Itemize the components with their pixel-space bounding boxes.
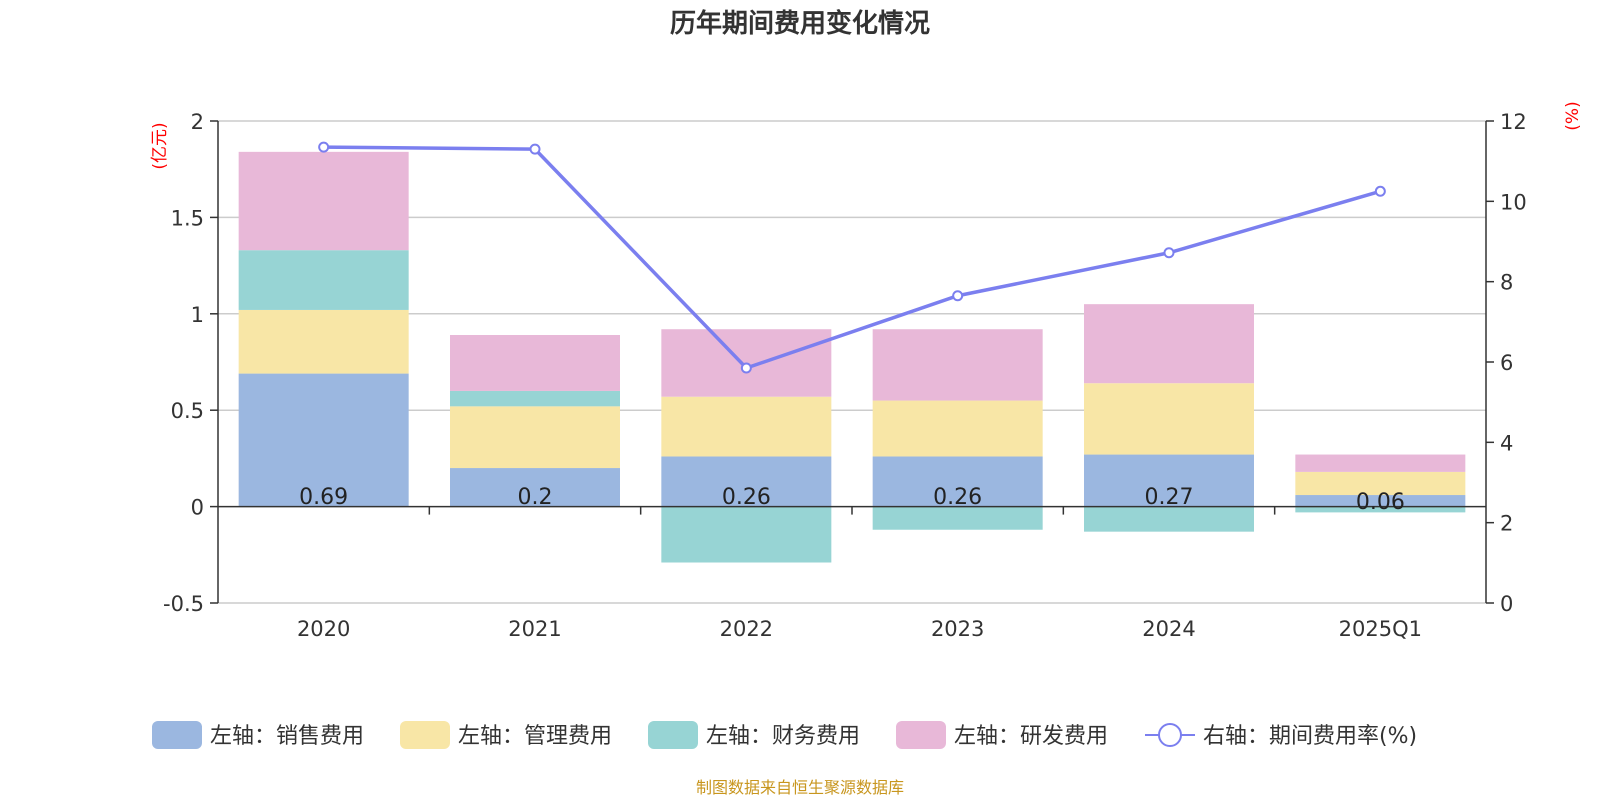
data-label: 0.27 — [1145, 485, 1194, 510]
legend-label: 左轴：研发费用 — [954, 724, 1108, 749]
legend-label: 右轴：期间费用率(%) — [1203, 724, 1417, 749]
bar-segment — [450, 406, 620, 469]
legend-label: 左轴：管理费用 — [458, 724, 612, 749]
data-label: 0.2 — [518, 485, 553, 510]
bar-segment — [1295, 454, 1466, 472]
data-labels: 0.69 0.2 0.26 0.26 0.27 0.06 — [299, 485, 1405, 515]
bar-segment — [872, 400, 1043, 457]
legend-marker — [1158, 723, 1182, 747]
left-tick-label: 2 — [191, 110, 204, 134]
left-tick-label: 0.5 — [171, 399, 204, 423]
rate-point — [1374, 185, 1386, 197]
chart-title: 历年期间费用变化情况 — [670, 8, 930, 39]
rate-point — [740, 362, 752, 374]
bar-segment — [661, 456, 832, 507]
left-axis-unit: (亿元) — [150, 122, 170, 169]
gridlines — [218, 120, 1486, 604]
bar-segment — [1295, 471, 1466, 496]
bar-segment — [450, 468, 620, 507]
rate-point — [529, 143, 541, 155]
legend-label: 左轴：财务费用 — [706, 724, 860, 749]
left-tick-label: -0.5 — [163, 592, 204, 616]
legend-swatch — [400, 721, 450, 749]
right-tick-label: 8 — [1500, 271, 1513, 295]
source-note: 制图数据来自恒生聚源数据库 — [696, 778, 904, 797]
left-tick-label: 0 — [191, 496, 204, 520]
rate-point — [318, 141, 330, 153]
x-tick-label: 2023 — [931, 617, 984, 641]
bar-segment — [450, 335, 620, 391]
left-tick-label: 1 — [191, 303, 204, 327]
bar-segment — [872, 456, 1043, 507]
right-axis-unit: (%) — [1563, 101, 1583, 130]
bar-segment — [238, 309, 409, 374]
legend-swatch — [648, 721, 698, 749]
legend-swatch — [152, 721, 202, 749]
x-tick-label: 2022 — [720, 617, 773, 641]
right-tick-label: 10 — [1500, 190, 1527, 214]
x-tick-label: 2020 — [297, 617, 350, 641]
x-tick-label: 2021 — [508, 617, 561, 641]
legend-label: 左轴：销售费用 — [210, 724, 364, 749]
right-tick-label: 12 — [1500, 110, 1527, 134]
right-tick-label: 0 — [1500, 592, 1513, 616]
x-tick-label: 2024 — [1142, 617, 1195, 641]
left-tick-label: 1.5 — [171, 206, 204, 230]
x-tick-label: 2025Q1 — [1339, 617, 1422, 641]
rate-point — [952, 290, 964, 302]
data-label: 0.69 — [299, 485, 348, 510]
bar-series — [238, 151, 1466, 563]
bar-segment — [238, 373, 409, 507]
right-tick-label: 6 — [1500, 351, 1513, 375]
right-tick-label: 2 — [1500, 512, 1513, 536]
bar-segment — [238, 151, 409, 251]
bar-segment — [450, 390, 620, 407]
bar-segment — [1084, 454, 1254, 507]
data-label: 0.06 — [1356, 490, 1405, 515]
data-label: 0.26 — [722, 485, 771, 510]
bar-segment — [238, 250, 409, 310]
bar-segment — [872, 506, 1043, 530]
bar-segment — [1295, 495, 1466, 507]
legend-swatch — [896, 721, 946, 749]
bar-segment — [661, 396, 832, 457]
line-series — [318, 141, 1386, 374]
bar-segment — [872, 329, 1043, 401]
legend: 左轴：销售费用 左轴：管理费用 左轴：财务费用 左轴：研发费用 右轴：期间费用率(%) — [152, 721, 1417, 749]
right-tick-label: 4 — [1500, 431, 1513, 455]
bar-segment — [1084, 304, 1254, 384]
bar-segment — [1295, 506, 1466, 513]
rate-point — [1163, 247, 1175, 259]
rate-line — [323, 145, 1381, 371]
bar-segment — [1084, 383, 1254, 455]
bar-segment — [661, 506, 832, 563]
data-label: 0.26 — [933, 485, 982, 510]
bar-segment — [1084, 506, 1254, 532]
